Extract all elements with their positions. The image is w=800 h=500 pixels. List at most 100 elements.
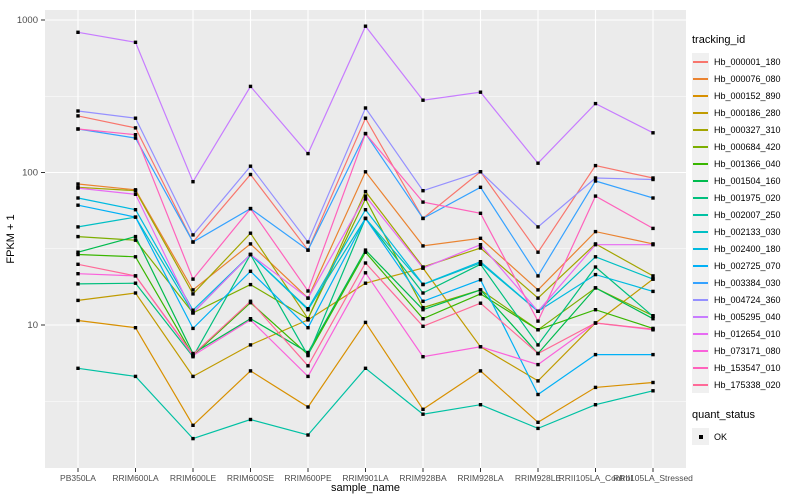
data-point (133, 255, 138, 259)
legend-items-tracking: Hb_000001_180 Hb_000076_080 Hb_000152_890 H… (692, 53, 800, 393)
legend-item-Hb_005295_040: Hb_005295_040 (692, 308, 800, 325)
data-point (248, 299, 253, 303)
data-point (306, 350, 310, 355)
data-point (593, 308, 598, 312)
data-point (76, 262, 80, 266)
legend-item-label: Hb_001975_020 (714, 192, 781, 203)
data-point (133, 281, 138, 285)
data-point (248, 282, 253, 287)
legend-item-label: Hb_073171_080 (714, 345, 781, 356)
x-axis-title: sample_name (331, 482, 400, 494)
data-point (363, 24, 368, 28)
data-point (306, 289, 310, 293)
data-point (248, 242, 253, 246)
data-point (651, 327, 655, 331)
data-point (306, 374, 310, 379)
data-point (248, 269, 253, 273)
data-point (363, 281, 368, 285)
data-point (133, 208, 138, 212)
data-point (248, 343, 253, 347)
data-point (191, 277, 195, 281)
legend-item-Hb_000327_310: Hb_000327_310 (692, 121, 800, 138)
data-point (478, 236, 483, 240)
data-point (478, 170, 483, 174)
legend-key-line-icon (692, 291, 709, 308)
data-point (133, 192, 138, 196)
legend-item-label: OK (714, 431, 728, 442)
data-point (536, 319, 540, 323)
data-point (191, 233, 195, 237)
data-point (536, 351, 540, 356)
data-point (133, 274, 138, 278)
data-point (133, 326, 138, 330)
legend-key-line-icon (692, 257, 709, 274)
legend-item-Hb_002400_180: Hb_002400_180 (692, 240, 800, 257)
x-tick-label: RRIM600LA (112, 473, 159, 483)
legend-key-line-icon (692, 342, 709, 359)
data-point (421, 216, 425, 221)
legend-item-label: Hb_001366_040 (714, 158, 781, 169)
data-point (76, 298, 80, 303)
data-point (421, 189, 425, 193)
legend-key-point-icon (692, 428, 709, 445)
legend-items-quant: OK (692, 428, 800, 445)
data-point (593, 163, 598, 168)
data-point (76, 252, 80, 257)
data-point (248, 164, 253, 168)
data-point (593, 403, 598, 407)
data-point (306, 364, 310, 368)
x-tick-label: RRIM928LE (515, 473, 562, 483)
data-point (536, 392, 540, 397)
data-point (421, 244, 425, 248)
data-point (421, 291, 425, 295)
data-point (363, 366, 368, 370)
data-point (651, 243, 655, 247)
data-point (133, 234, 138, 239)
data-point (478, 185, 483, 189)
data-point (478, 243, 483, 247)
data-point (651, 177, 655, 182)
data-point (133, 238, 138, 242)
data-point (651, 380, 655, 385)
data-point (76, 30, 80, 34)
legend-item-Hb_002725_070: Hb_002725_070 (692, 257, 800, 274)
data-point (536, 362, 540, 367)
data-point (363, 116, 368, 120)
data-point (306, 296, 310, 300)
data-point (421, 317, 425, 321)
data-point (536, 420, 540, 424)
legend-item-label: Hb_001504_160 (714, 175, 781, 186)
legend-item-label: Hb_175338_020 (714, 379, 781, 390)
data-point (536, 161, 540, 165)
legend-item-label: Hb_002725_070 (714, 260, 781, 271)
data-point (133, 40, 138, 44)
data-point (536, 379, 540, 383)
legend-item-label: Hb_000327_310 (714, 124, 781, 135)
legend-key-line-icon (692, 172, 709, 189)
data-point (191, 180, 195, 184)
data-point (421, 308, 425, 312)
data-point (421, 324, 425, 328)
data-point (133, 291, 138, 295)
data-point (76, 114, 80, 118)
data-point (363, 216, 368, 221)
legend-title-tracking-id: tracking_id (692, 34, 746, 46)
data-point (248, 369, 253, 373)
legend-key-line-icon (692, 53, 709, 70)
y-tick-label: 100 (22, 168, 38, 179)
x-tick-label: RRIM928LA (457, 473, 504, 483)
data-point (191, 326, 195, 331)
data-point (248, 206, 253, 211)
data-point (306, 240, 310, 244)
data-point (306, 405, 310, 409)
data-point (248, 172, 253, 177)
data-point (651, 314, 655, 318)
data-point (191, 311, 195, 315)
data-point (536, 309, 540, 313)
data-point (363, 250, 368, 254)
data-point (306, 307, 310, 311)
legend-item-Hb_000001_180: Hb_000001_180 (692, 53, 800, 70)
data-point (478, 260, 483, 264)
legend-item-label: Hb_153547_010 (714, 362, 781, 373)
data-point (306, 248, 310, 252)
